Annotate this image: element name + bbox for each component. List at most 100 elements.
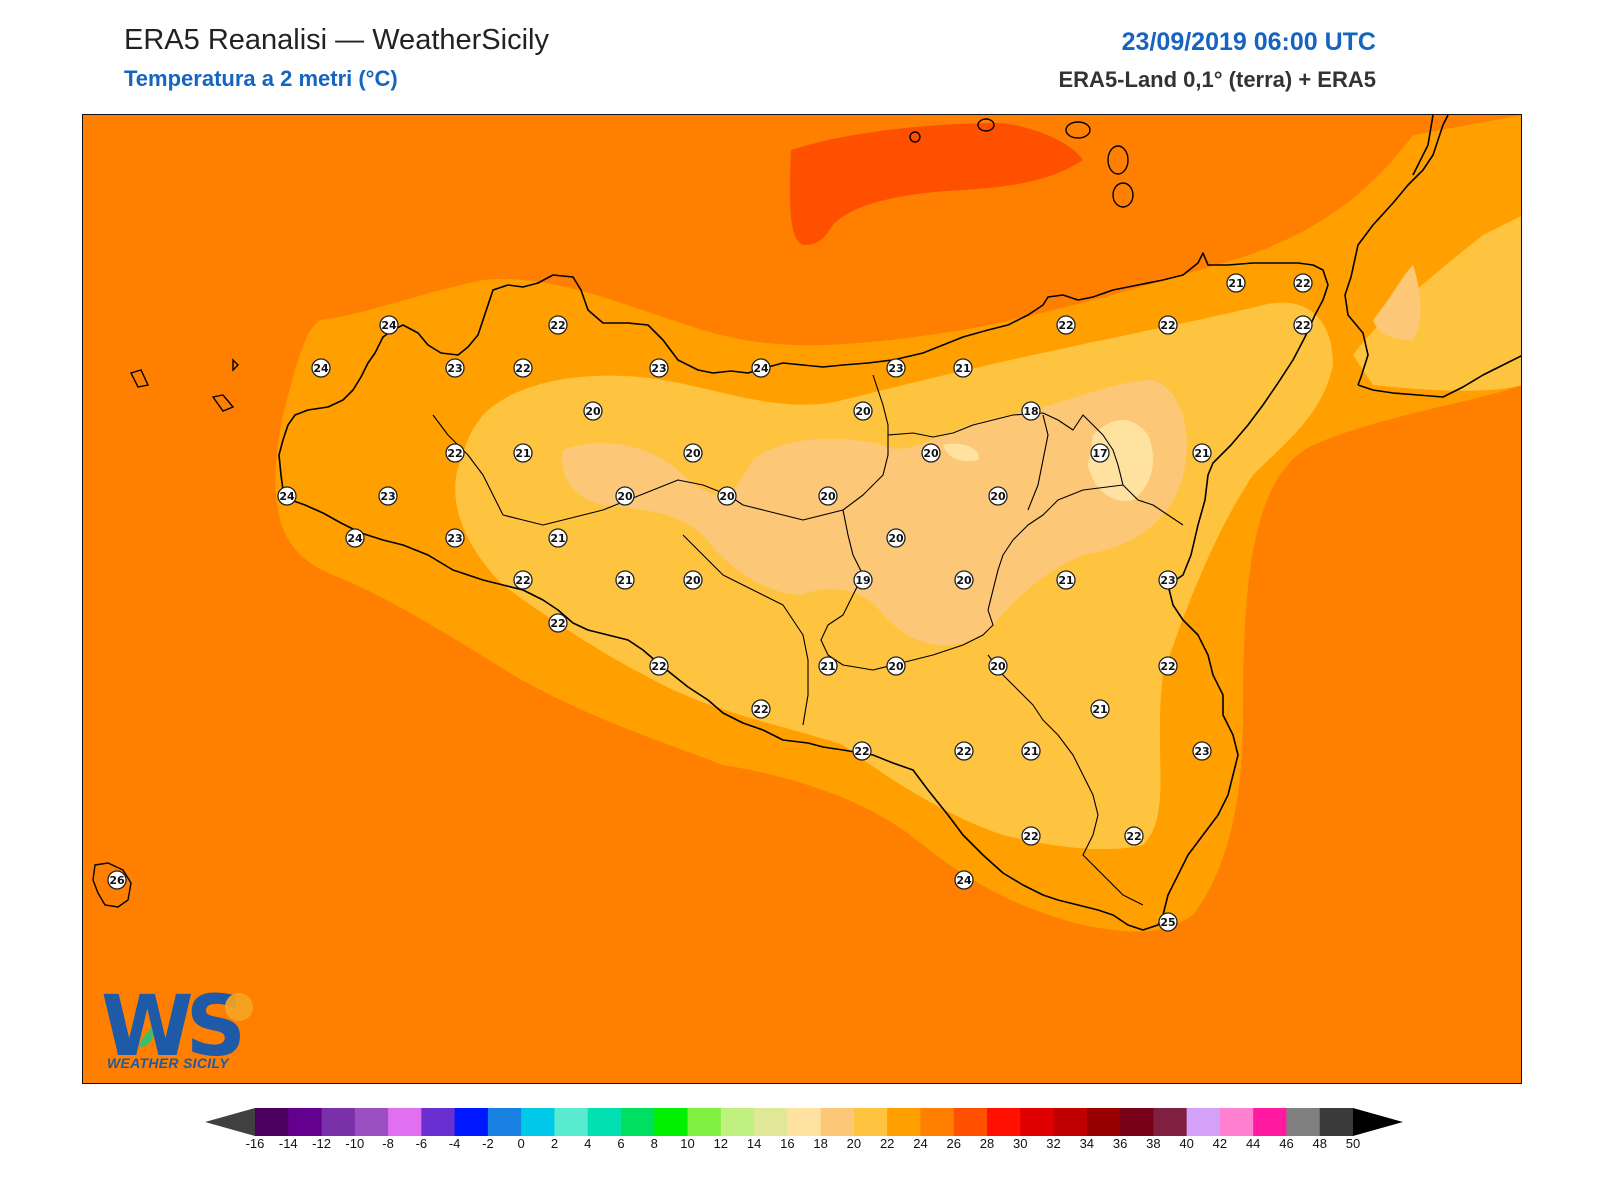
station-value: 20 [617,490,633,503]
station-circle [445,358,465,378]
station-value: 23 [1194,745,1209,758]
station-circle [107,870,127,890]
station-marker: 23 [378,486,398,506]
station-circle [1090,699,1110,719]
station-marker: 22 [1293,315,1313,335]
station-circle [548,315,568,335]
colorbar-swatch [1219,1108,1254,1136]
colorbar-tick-label: 22 [879,1136,895,1151]
station-marker: 22 [1293,273,1313,293]
station-marker: 21 [1021,741,1041,761]
station-value: 22 [1295,277,1310,290]
station-value: 23 [380,490,395,503]
station-marker: 22 [513,570,533,590]
colorbar-over-arrow [1353,1108,1403,1136]
station-value: 20 [855,405,871,418]
station-circle [1293,273,1313,293]
station-value: 20 [888,532,904,545]
colorbar-swatch [1286,1108,1321,1136]
station-marker: 21 [513,443,533,463]
colorbar-swatch [421,1108,456,1136]
egadi-islands [130,358,239,412]
colorbar-swatch [1086,1108,1121,1136]
colorbar-tick-label: 32 [1046,1136,1061,1151]
colorbar-tick-label: 44 [1245,1136,1261,1151]
station-value: 22 [753,703,768,716]
station-circle [988,486,1008,506]
station-value: 20 [719,490,735,503]
colorbar-under-arrow [205,1108,255,1136]
station-marker: 23 [886,358,906,378]
station-value: 22 [1023,830,1038,843]
colorbar-tick-label: 28 [979,1136,995,1151]
station-value: 22 [550,319,565,332]
station-marker: 24 [277,486,297,506]
colorbar-tick-label: 8 [650,1136,658,1151]
station-value: 20 [585,405,601,418]
station-value: 20 [923,447,939,460]
station-value: 24 [279,490,295,503]
calabria-coastline [1344,115,1521,398]
station-circle [853,570,873,590]
station-marker: 19 [853,570,873,590]
colorbar-tick-label: 14 [746,1136,762,1151]
temp-core-16-18 [1088,420,1153,501]
colorbar-swatch [1319,1108,1354,1136]
colorbar-swatch [820,1108,855,1136]
colorbar-swatch [621,1108,655,1136]
station-marker: 22 [513,358,533,378]
colorbar-tick-label: -16 [245,1136,265,1151]
colorbar-tick-label: 36 [1112,1136,1128,1151]
station-circle [513,358,533,378]
station-marker: 22 [1124,826,1144,846]
station-marker: 21 [1056,570,1076,590]
station-marker: 20 [954,570,974,590]
temp-core-16-18-b [943,443,979,462]
station-circle [548,528,568,548]
svg-text:WS: WS [101,977,241,1075]
station-circle [513,443,533,463]
station-value: 20 [820,490,836,503]
station-value: 23 [447,362,462,375]
station-marker: 24 [345,528,365,548]
station-circle [1158,912,1178,932]
colorbar-swatch [887,1108,921,1136]
station-marker: 20 [818,486,838,506]
station-marker: 21 [615,570,635,590]
colorbar [205,1108,1403,1136]
colorbar-swatch [953,1108,988,1136]
station-circle [1158,570,1178,590]
colorbar-tick-label: -12 [312,1136,331,1151]
station-circle [513,570,533,590]
station-value: 19 [855,574,870,587]
station-value: 22 [1160,319,1175,332]
station-circle [345,528,365,548]
colorbar-tick-label: 24 [913,1136,928,1151]
station-marker: 22 [1056,315,1076,335]
station-circle [1124,826,1144,846]
station-circle [683,443,703,463]
station-marker: 22 [1158,315,1178,335]
station-value: 21 [1194,447,1209,460]
station-marker: 20 [886,656,906,676]
colorbar-tick-label: 20 [846,1136,862,1151]
station-value: 24 [381,319,397,332]
station-value: 17 [1092,447,1107,460]
station-value: 21 [1228,277,1243,290]
station-value: 21 [1058,574,1073,587]
colorbar-swatch [354,1108,389,1136]
colorbar-swatch [1120,1108,1154,1136]
temp-band-18-20 [562,380,1187,646]
station-marker: 23 [1192,741,1212,761]
colorbar-tick-label: -14 [278,1136,298,1151]
station-value: 22 [1295,319,1310,332]
colorbar-tick-label: -8 [382,1136,394,1151]
colorbar-swatch [853,1108,888,1136]
station-circle [1158,656,1178,676]
colorbar-tick-label: 38 [1146,1136,1161,1151]
station-circle [818,486,838,506]
colorbar-tick-label: -10 [345,1136,365,1151]
station-circle [886,656,906,676]
colorbar-swatch [720,1108,755,1136]
colorbar-swatch [1020,1108,1055,1136]
